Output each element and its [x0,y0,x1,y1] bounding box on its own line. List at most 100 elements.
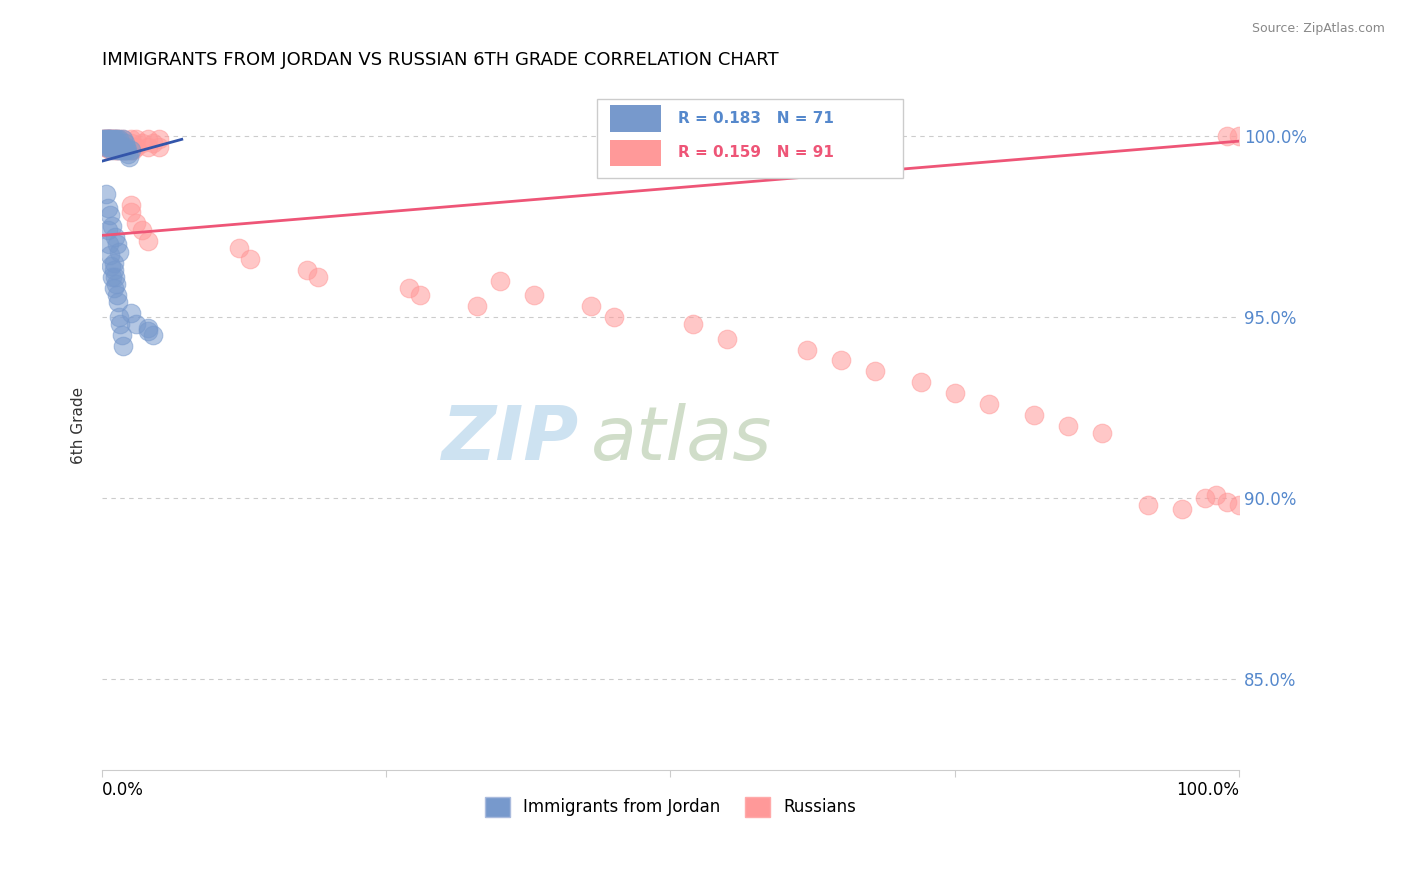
Point [104,132,127,146]
Text: atlas: atlas [591,403,772,475]
Point [94,136,117,150]
Point [111,132,134,146]
Point [98,132,121,146]
Point [98,132,121,146]
Point [465,299,488,313]
Point [94,132,117,146]
Point [307,270,329,285]
Point [105,132,128,146]
Point [114,136,136,150]
Point [107,139,129,153]
Point [97,223,120,237]
Point [125,216,148,230]
Point [94,132,117,146]
Point [107,295,129,310]
FancyBboxPatch shape [610,140,661,166]
Point [108,132,131,146]
Point [136,321,159,335]
Point [943,386,966,401]
Text: ZIP: ZIP [443,403,579,476]
Point [115,139,138,153]
Point [98,139,121,153]
Point [98,237,121,252]
Point [1205,487,1227,501]
Point [112,143,135,157]
Point [98,139,121,153]
Point [682,317,704,331]
Point [111,139,134,153]
Text: Source: ZipAtlas.com: Source: ZipAtlas.com [1251,22,1385,36]
Text: R = 0.183   N = 71: R = 0.183 N = 71 [679,111,834,126]
Point [108,139,131,153]
Point [1024,408,1046,422]
Text: R = 0.159   N = 91: R = 0.159 N = 91 [679,145,834,161]
Y-axis label: 6th Grade: 6th Grade [72,387,86,464]
Point [1216,495,1239,509]
Point [1136,499,1159,513]
FancyBboxPatch shape [596,98,904,178]
Point [96,139,118,153]
Point [93,132,115,146]
Point [108,132,131,146]
Point [148,132,170,146]
Point [100,132,122,146]
Point [101,270,124,285]
Point [97,132,120,146]
Text: 100.0%: 100.0% [1175,780,1239,799]
Point [96,132,118,146]
Point [228,241,250,255]
Point [602,310,624,324]
Point [93,136,115,150]
Point [100,139,122,153]
Point [136,234,159,248]
Point [1057,418,1080,433]
Point [120,143,142,157]
Point [118,151,141,165]
Point [96,132,118,146]
Point [104,136,127,150]
Point [863,364,886,378]
Point [93,132,115,146]
Point [489,274,512,288]
Text: 0.0%: 0.0% [103,780,143,799]
Point [93,132,115,146]
Point [110,143,132,157]
Point [97,139,120,153]
Point [1227,128,1250,143]
Point [295,262,318,277]
Point [103,132,125,146]
Point [131,136,153,150]
Point [104,230,127,244]
Point [98,136,121,150]
Point [104,139,127,153]
Point [125,132,148,146]
Legend: Immigrants from Jordan, Russians: Immigrants from Jordan, Russians [478,790,863,823]
Point [115,143,138,157]
Text: IMMIGRANTS FROM JORDAN VS RUSSIAN 6TH GRADE CORRELATION CHART: IMMIGRANTS FROM JORDAN VS RUSSIAN 6TH GR… [103,51,779,69]
Point [120,197,142,211]
Point [105,143,128,157]
Point [716,332,738,346]
Point [110,139,132,153]
Point [93,136,115,150]
Point [122,143,145,157]
Point [796,343,818,357]
Point [523,288,546,302]
Point [104,139,127,153]
Point [98,143,121,157]
Point [1171,502,1194,516]
Point [97,136,120,150]
Point [105,288,128,302]
Point [239,252,262,266]
FancyBboxPatch shape [610,105,661,132]
Point [97,132,120,146]
Point [94,186,117,201]
Point [96,136,118,150]
Point [98,209,121,223]
Point [100,132,122,146]
Point [110,328,132,343]
Point [120,136,142,150]
Point [94,139,117,153]
Point [105,132,128,146]
Point [114,143,136,157]
